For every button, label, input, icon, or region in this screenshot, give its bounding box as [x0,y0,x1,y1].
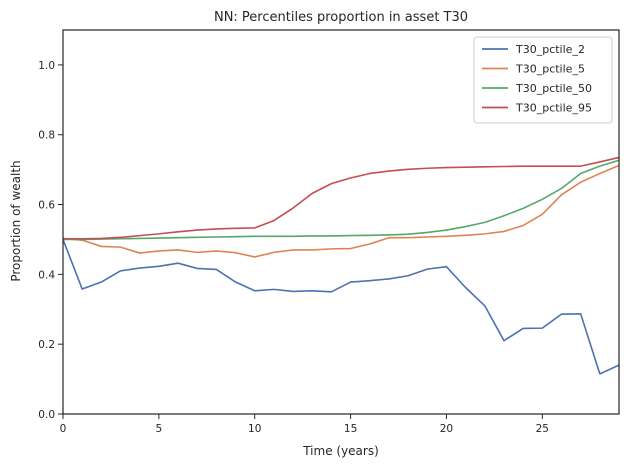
x-tick-label-2: 10 [248,423,261,435]
legend-label-3: T30_pctile_50 [515,82,592,95]
plot-frame [62,29,620,415]
legend-label-1: T30_pctile_2 [515,43,585,56]
series-layer [62,156,620,375]
legend: T30_pctile_2 T30_pctile_5 T30_pctile_50 T30… [473,36,613,124]
series-line-3 [63,159,620,241]
series-line-2 [62,164,620,258]
y-tick-label-4: 0.8 [38,130,55,142]
x-tick-label-1: 5 [156,423,163,435]
legend-box [473,36,613,124]
y-axis-label: Proportion of wealth [9,160,23,281]
y-tick-label-2: 0.4 [38,269,55,281]
x-tick-label-3: 15 [344,423,357,435]
y-tick-label-3: 0.6 [38,200,55,212]
series-line-4 [63,156,620,240]
y-tick-label-0: 0.0 [38,409,55,421]
x-tick-label-4: 20 [440,423,453,435]
x-axis-label: Time (years) [302,444,379,458]
x-tick-label-0: 0 [60,423,67,435]
legend-label-4: T30_pctile_95 [515,102,592,115]
legend-label-2: T30_pctile_5 [515,63,585,76]
y-tick-label-1: 0.2 [38,339,55,351]
series-line-1 [62,239,620,375]
chart-title: NN: Percentiles proportion in asset T30 [214,10,468,25]
x-tick-label-5: 25 [536,423,549,435]
y-tick-label-5: 1.0 [38,60,55,72]
axes-layer: 0 5 10 15 20 25 0.0 0.2 0.4 0.6 0.8 1.0 [38,29,620,435]
